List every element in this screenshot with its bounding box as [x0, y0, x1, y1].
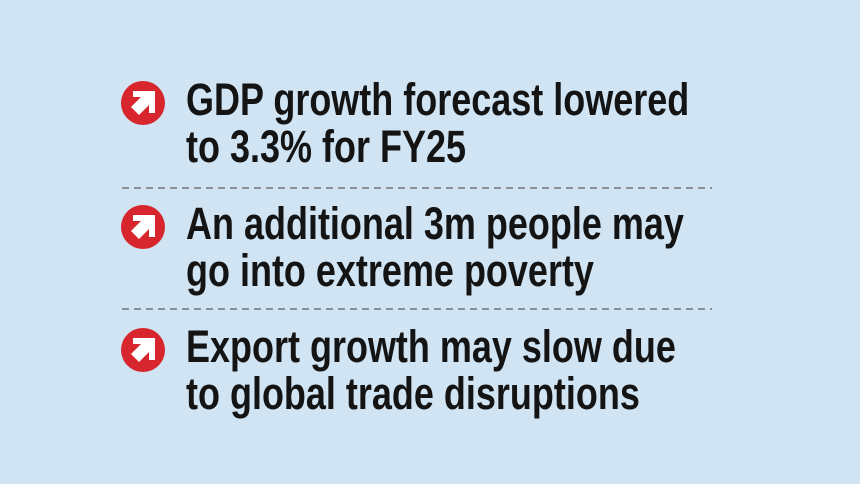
text-line: to 3.3% for FY25	[186, 121, 466, 172]
arrow-icon	[121, 328, 165, 372]
text-line: to global trade disruptions	[186, 368, 640, 419]
icon-arrow	[131, 215, 155, 239]
arrow-icon	[121, 205, 165, 249]
arrow-icon	[121, 81, 165, 125]
text-line: go into extreme poverty	[186, 245, 594, 296]
text-line: An additional 3m people may	[186, 198, 684, 249]
icon-arrow	[131, 338, 155, 362]
icon-arrow	[131, 91, 155, 115]
text-line: Export growth may slow due	[186, 321, 676, 372]
text-line: GDP growth forecast lowered	[186, 74, 689, 125]
